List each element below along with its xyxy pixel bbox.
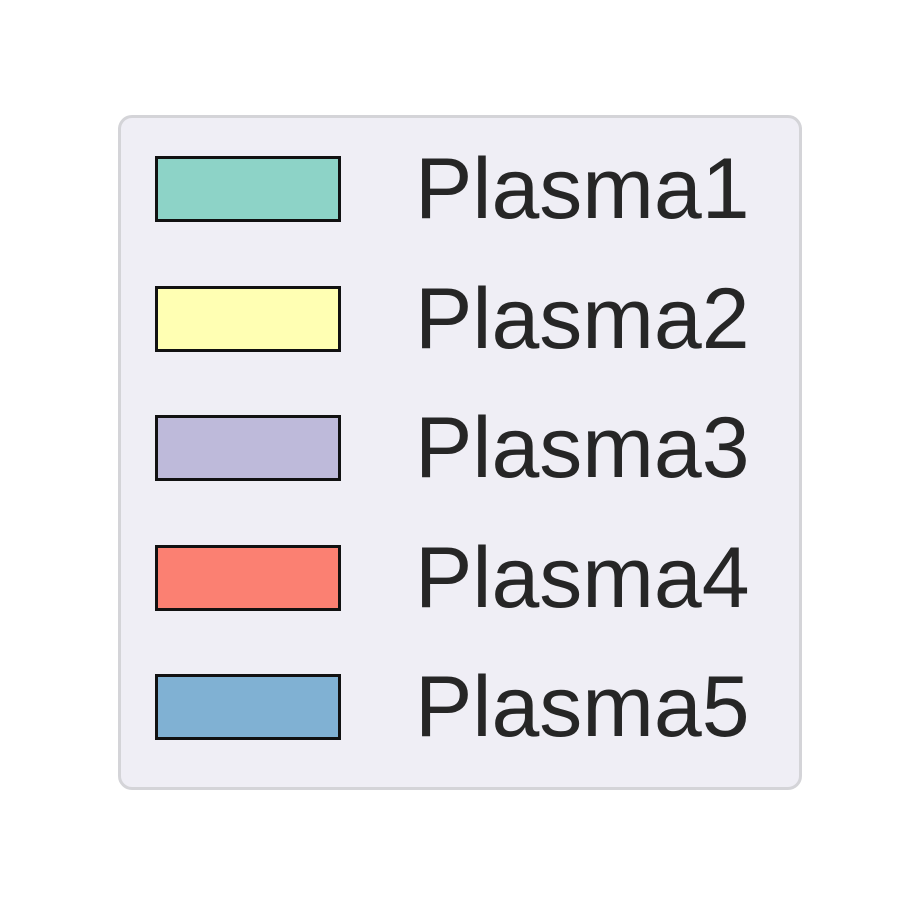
legend-entry-3: Plasma3 — [121, 405, 799, 491]
legend-entry-2: Plasma2 — [121, 276, 799, 362]
legend-label-3: Plasma3 — [415, 400, 750, 496]
legend-swatch-2 — [155, 286, 341, 352]
legend-swatch-4 — [155, 545, 341, 611]
legend-entry-1: Plasma1 — [121, 146, 799, 232]
legend-swatch-5 — [155, 674, 341, 740]
legend-entry-4: Plasma4 — [121, 535, 799, 621]
legend-label-1: Plasma1 — [415, 141, 750, 237]
legend-label-4: Plasma4 — [415, 530, 750, 626]
legend-entry-5: Plasma5 — [121, 664, 799, 750]
legend-swatch-1 — [155, 156, 341, 222]
legend-swatch-3 — [155, 415, 341, 481]
legend: Plasma1 Plasma2 Plasma3 Plasma4 Plasma5 — [118, 115, 802, 790]
legend-label-2: Plasma2 — [415, 271, 750, 367]
legend-label-5: Plasma5 — [415, 659, 750, 755]
